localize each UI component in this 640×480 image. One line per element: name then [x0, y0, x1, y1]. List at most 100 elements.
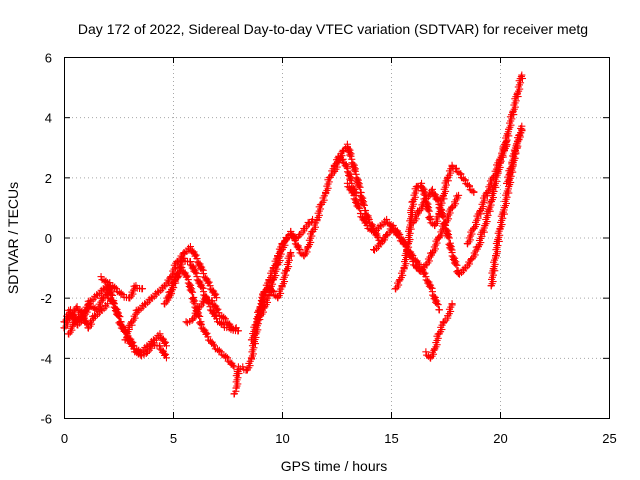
data-point [147, 294, 155, 302]
data-point [213, 315, 221, 323]
data-point [141, 300, 149, 308]
data-point [136, 348, 144, 356]
data-point [350, 166, 358, 174]
data-point [228, 324, 236, 332]
data-point [161, 338, 170, 346]
data-point [188, 288, 197, 296]
y-tick-label: 2 [45, 171, 52, 186]
data-point [212, 290, 220, 298]
data-point [219, 321, 227, 329]
data-point [455, 191, 463, 199]
data-point [132, 282, 140, 290]
data-point [180, 255, 188, 263]
data-point [424, 206, 432, 214]
data-point [356, 204, 364, 212]
data-point [93, 291, 101, 299]
y-tick-label: 4 [45, 111, 52, 126]
x-tick-label: 10 [275, 431, 289, 446]
data-point [198, 265, 206, 273]
data-point [445, 234, 453, 242]
data-point [97, 306, 105, 314]
data-point [217, 348, 225, 356]
plot-frame [64, 57, 610, 419]
y-tick-label: -4 [40, 351, 52, 366]
data-point [187, 287, 195, 295]
x-tick-label: 15 [384, 431, 398, 446]
data-point [452, 260, 460, 268]
data-point [374, 233, 382, 242]
data-point [138, 285, 147, 293]
data-point [452, 164, 460, 172]
data-point [383, 215, 391, 223]
data-point [183, 272, 191, 280]
data-point [287, 248, 295, 257]
data-point [461, 176, 469, 184]
data-point [129, 338, 137, 346]
data-point [422, 348, 430, 356]
data-point [457, 170, 465, 178]
data-point [115, 312, 123, 321]
data-point [433, 299, 441, 307]
data-point [162, 342, 171, 350]
data-point [198, 283, 206, 291]
x-tick-label: 5 [170, 431, 177, 446]
data-point [82, 319, 90, 327]
data-point [518, 74, 527, 83]
data-point [192, 251, 200, 259]
data-point [210, 342, 218, 350]
data-point [130, 342, 138, 350]
data-point [448, 300, 456, 308]
data-point [213, 294, 221, 302]
data-point [376, 221, 384, 230]
data-point [465, 182, 474, 190]
data-point [359, 200, 367, 208]
x-axis-label: GPS time / hours [281, 458, 388, 474]
data-point [346, 151, 354, 159]
data-point [134, 306, 142, 314]
data-point [440, 213, 448, 221]
data-point [363, 221, 371, 230]
data-point [215, 309, 223, 317]
data-point [362, 218, 370, 226]
data-point [349, 188, 357, 196]
data-point [154, 288, 162, 296]
data-point [112, 285, 120, 293]
data-point [149, 336, 157, 344]
data-point [108, 291, 117, 299]
data-point [221, 315, 229, 323]
data-point [355, 182, 363, 190]
data-point [223, 354, 232, 362]
data-point [470, 188, 478, 196]
y-tick-label: 0 [45, 231, 52, 246]
data-point [214, 305, 222, 313]
y-tick-label: 6 [45, 51, 52, 66]
x-tick-label: 0 [61, 431, 68, 446]
data-point [180, 248, 188, 257]
data-point [427, 283, 435, 291]
data-point [447, 245, 455, 253]
data-point [203, 329, 211, 337]
data-point [295, 245, 303, 254]
grid-layer [64, 57, 609, 418]
data-point [99, 285, 107, 293]
data-point [202, 294, 210, 302]
data-point [97, 273, 105, 281]
data-point [119, 291, 127, 299]
data-point [234, 327, 242, 335]
y-tick-label: -2 [40, 291, 52, 306]
chart-title: Day 172 of 2022, Sidereal Day-to-day VTE… [78, 21, 588, 37]
data-point [455, 270, 463, 278]
data-point [104, 300, 112, 308]
data-point [90, 312, 99, 320]
data-point [347, 176, 355, 184]
y-axis-label: SDTVAR / TECUs [5, 182, 21, 294]
data-point [161, 350, 170, 358]
data-point [204, 333, 212, 341]
data-point [518, 122, 526, 130]
data-point [191, 268, 199, 276]
y-tick-label: -6 [40, 412, 52, 427]
data-point [448, 161, 456, 169]
data-point [73, 303, 81, 311]
